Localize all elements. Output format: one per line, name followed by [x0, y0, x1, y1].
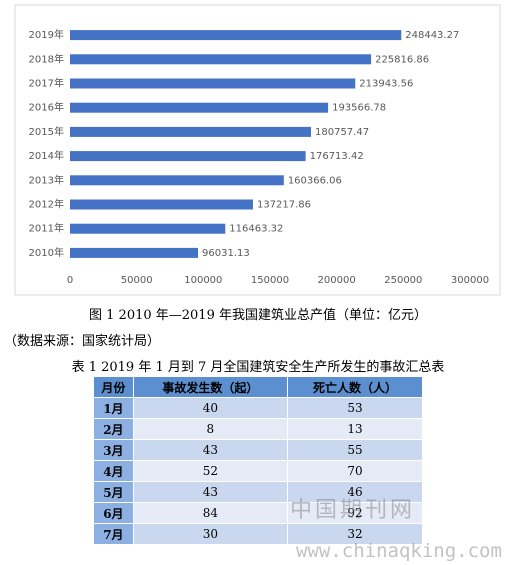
value-label: 137217.86: [257, 200, 311, 211]
chart: 0 50000 100000 150000 200000 250000 300000 2019…: [14, 4, 501, 296]
value-label: 96031.13: [202, 248, 250, 259]
value-label: 225816.86: [375, 54, 429, 65]
y-tick-label: 2017年: [29, 77, 64, 90]
y-tick-label: 2013年: [29, 173, 64, 186]
bar: [70, 151, 306, 162]
x-tick-label: 300000: [451, 275, 489, 286]
table-cell: 2月: [93, 418, 134, 440]
y-tick-label: 2018年: [29, 52, 64, 65]
value-label: 213943.56: [359, 79, 413, 90]
table-row: 2月 8 13: [93, 418, 424, 440]
data-table: 月份 事故发生数（起） 死亡人数（人） 1月 40 53 2月 8 13 3月 43 55 4月 52 70…: [93, 376, 424, 545]
x-tick-label: 0: [67, 275, 73, 286]
y-tick-label: 2015年: [29, 125, 64, 138]
table-cell: 5月: [93, 481, 134, 503]
table-cell: 3月: [93, 439, 134, 461]
y-tick-label: 2010年: [29, 246, 64, 259]
figure-caption: 图 1 2010 年—2019 年我国建筑业总产值（单位：亿元）: [89, 308, 427, 323]
bar: [70, 30, 402, 41]
table-row: 5月 43 46: [93, 481, 424, 503]
table-cell: 8: [132, 418, 288, 440]
table-cell: 32: [286, 523, 424, 545]
table-row: 3月 43 55: [93, 439, 424, 461]
table-cell: 月份: [93, 376, 134, 398]
chart-border: [14, 4, 501, 296]
table-cell: 52: [132, 460, 288, 482]
bar: [70, 247, 199, 258]
table-cell: 43: [132, 481, 288, 503]
table-cell: 13: [286, 418, 424, 440]
y-tick-label: 2014年: [29, 149, 64, 162]
table-cell: 70: [286, 460, 424, 482]
x-tick-label: 200000: [318, 275, 356, 286]
source-note: （数据来源：国家统计局）: [4, 334, 161, 349]
y-tick-label: 2019年: [29, 28, 64, 41]
value-label: 248443.27: [405, 30, 459, 41]
table-row: 1月 40 53: [93, 397, 424, 419]
bar: [70, 102, 329, 113]
table-cell: 1月: [93, 397, 134, 419]
value-label: 180757.47: [315, 127, 369, 138]
table-title: 表 1 2019 年 1 月到 7 月全国建筑安全生产所发生的事故汇总表: [71, 360, 445, 375]
table-cell: 死亡人数（人）: [286, 376, 424, 398]
watermark-logo: 中国期刊网: [290, 498, 416, 523]
table-cell: 55: [286, 439, 424, 461]
table-cell: 4月: [93, 460, 134, 482]
x-tick-label: 250000: [384, 275, 422, 286]
y-tick-label: 2012年: [29, 198, 64, 211]
x-tick-label: 100000: [184, 275, 222, 286]
value-label: 193566.78: [332, 103, 386, 114]
table-cell: 53: [286, 397, 424, 419]
bar: [70, 54, 372, 65]
table-row: 7月 30 32: [93, 523, 424, 545]
table-cell: 40: [132, 397, 288, 419]
y-tick-label: 2011年: [29, 222, 64, 235]
bar: [70, 175, 284, 186]
table-cell: 46: [286, 481, 424, 503]
value-label: 160366.06: [288, 175, 342, 186]
table-cell: 6月: [93, 502, 134, 524]
table-row: 4月 52 70: [93, 460, 424, 482]
bar: [70, 126, 312, 137]
x-tick-label: 50000: [121, 275, 153, 286]
table-cell: 30: [132, 523, 288, 545]
table-cell: 43: [132, 439, 288, 461]
bar: [70, 223, 226, 234]
table-cell: 7月: [93, 523, 134, 545]
y-tick-label: 2016年: [29, 101, 64, 114]
value-label: 116463.32: [229, 224, 283, 235]
bar: [70, 199, 253, 210]
table-row: 月份 事故发生数（起） 死亡人数（人）: [93, 376, 424, 398]
bar: [70, 78, 356, 89]
table-cell: 事故发生数（起）: [132, 376, 288, 398]
watermark-url: www.chinaqking.com: [296, 540, 502, 562]
table-cell: 84: [132, 502, 288, 524]
value-label: 176713.42: [310, 151, 364, 162]
x-tick-label: 150000: [251, 275, 289, 286]
